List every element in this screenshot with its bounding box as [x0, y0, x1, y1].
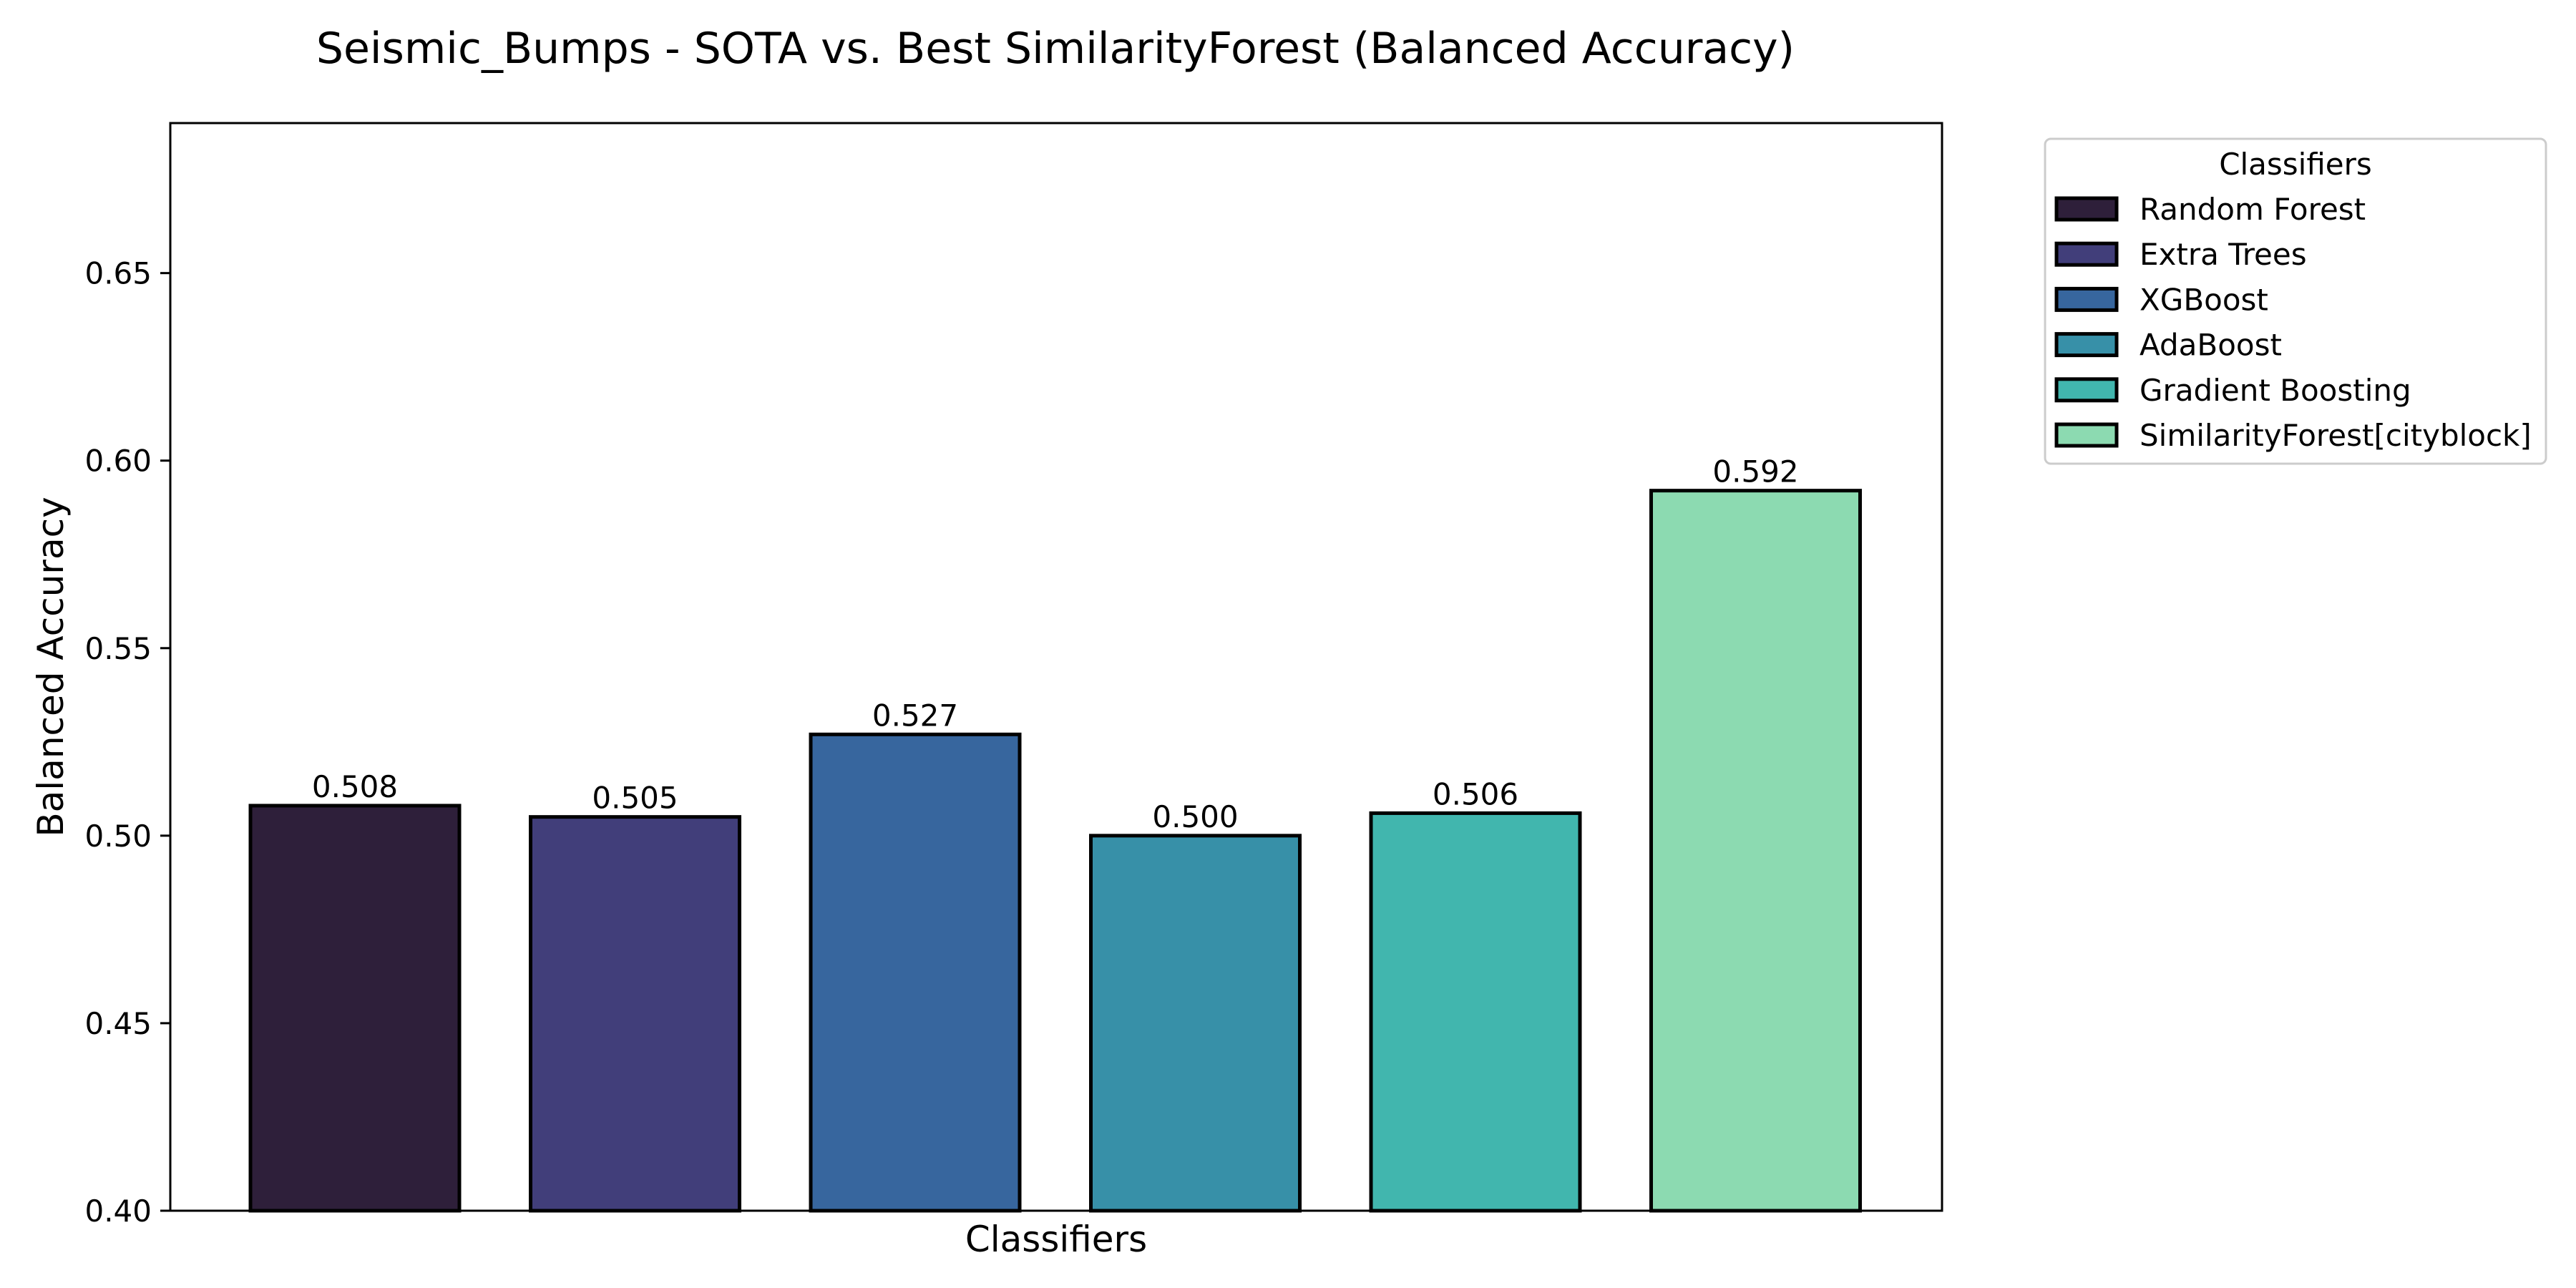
legend-label: SimilarityForest[cityblock]: [2140, 418, 2532, 453]
chart-title: Seismic_Bumps - SOTA vs. Best Similarity…: [316, 24, 1795, 74]
bar-value-label: 0.500: [1152, 799, 1238, 834]
y-tick-label: 0.65: [84, 256, 152, 291]
legend-swatch: [2054, 422, 2119, 448]
bar: [1369, 811, 1582, 1213]
plot-area-frame: [169, 122, 1943, 1212]
legend-frame: [2044, 137, 2547, 465]
value-labels-layer: 0.508 0.505 0.527 0.500 0.506 0.592: [312, 454, 1799, 834]
y-tick-label: 0.50: [84, 819, 152, 854]
y-tick-label: 0.40: [84, 1194, 152, 1229]
y-axis-ticks: 0.40 0.45 0.50 0.55 0.60 0.65: [84, 256, 170, 1229]
y-tick-label: 0.60: [84, 444, 152, 479]
legend-swatch: [2054, 377, 2119, 403]
legend-label: AdaBoost: [2140, 328, 2282, 363]
bar-value-label: 0.506: [1433, 776, 1518, 811]
legend-items: Random Forest Extra Trees XGBoost AdaBoost G…: [2054, 192, 2532, 453]
bar-value-label: 0.592: [1712, 454, 1798, 489]
bar: [248, 804, 462, 1213]
bars-layer: [248, 489, 1862, 1213]
legend-label: Random Forest: [2140, 192, 2366, 227]
legend-swatch: [2054, 196, 2119, 222]
bar-value-label: 0.505: [592, 781, 678, 816]
y-axis-label: Balanced Accuracy: [30, 497, 72, 836]
bar: [1089, 834, 1302, 1213]
y-tick-label: 0.45: [84, 1006, 152, 1041]
legend: Classifiers Random Forest Extra Trees XGBo…: [2044, 137, 2547, 465]
legend-swatch: [2054, 332, 2119, 358]
bar-value-label: 0.527: [872, 698, 958, 733]
y-tick-label: 0.55: [84, 631, 152, 666]
bar-value-label: 0.508: [312, 769, 398, 804]
legend-swatch: [2054, 286, 2119, 312]
bar: [809, 732, 1022, 1213]
legend-title: Classifiers: [2219, 147, 2372, 182]
bar: [1649, 489, 1862, 1213]
bar: [529, 815, 741, 1213]
legend-label: Extra Trees: [2140, 237, 2307, 272]
legend-label: XGBoost: [2140, 282, 2268, 317]
legend-label: Gradient Boosting: [2140, 373, 2411, 408]
x-axis-label: Classifiers: [965, 1219, 1147, 1260]
legend-swatch: [2054, 241, 2119, 267]
